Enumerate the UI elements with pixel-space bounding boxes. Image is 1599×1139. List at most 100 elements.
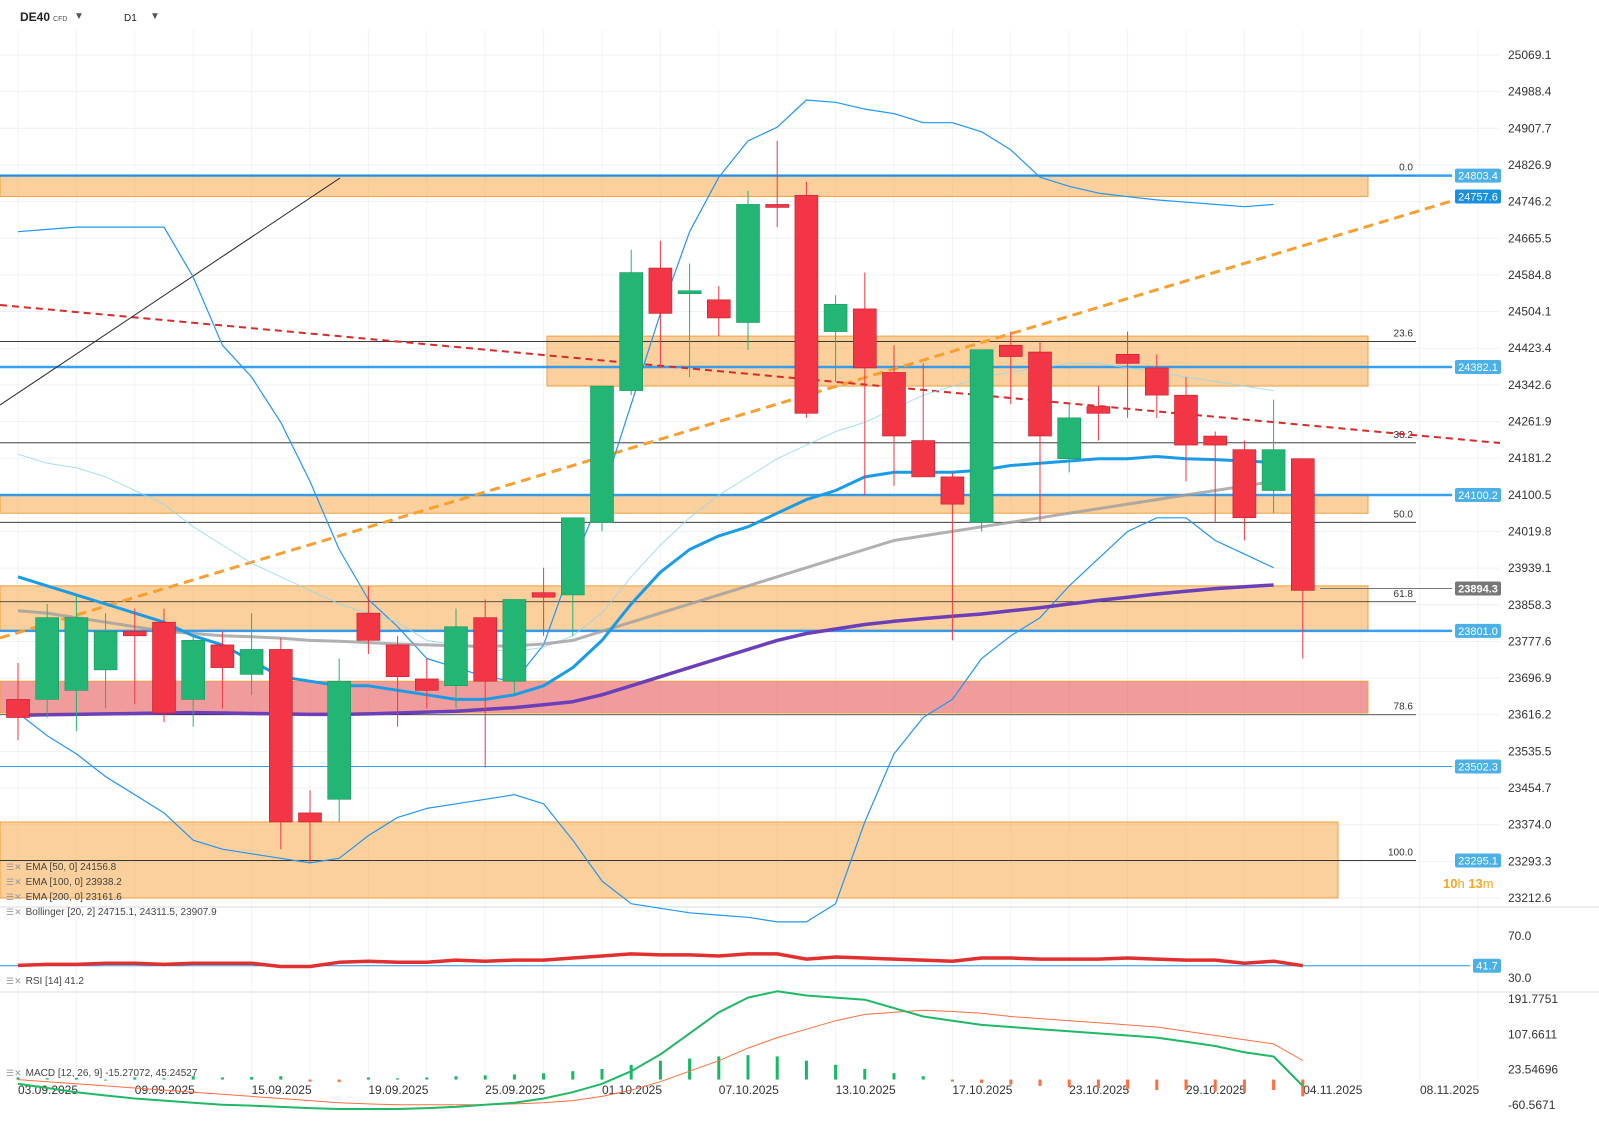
candle: [706, 299, 731, 319]
legend-rsi[interactable]: ☰✕ RSI [14] 41.2: [6, 976, 84, 987]
x-tick-label: 07.10.2025: [719, 1083, 779, 1097]
macd-line: [17, 990, 1304, 1110]
zone-supply-3: [0, 585, 1369, 632]
symbol-tag: CFD: [53, 16, 68, 23]
settings-icon[interactable]: ☰✕: [6, 877, 22, 887]
ema50-line: [17, 455, 1274, 701]
legend-ema50[interactable]: ☰✕ EMA [50, 0] 24156.8: [6, 860, 217, 875]
y-tick-label: 24907.7: [1508, 121, 1552, 135]
settings-icon[interactable]: ☰✕: [6, 1068, 22, 1078]
macd-bar: [366, 1077, 370, 1080]
y-tick-label: 24504.1: [1508, 305, 1552, 319]
caret-down-icon[interactable]: ▼: [150, 11, 160, 22]
candle: [648, 267, 673, 314]
x-tick-label: 13.10.2025: [836, 1083, 896, 1097]
macd-bar: [1155, 1079, 1159, 1091]
price-tag-bg: [1455, 359, 1501, 374]
candle: [1028, 351, 1052, 437]
legend-bollinger-text: Bollinger [20, 2] 24715.1, 24311.5, 2390…: [25, 907, 217, 918]
macd-bar: [220, 1077, 224, 1080]
macd-bar: [658, 1060, 662, 1080]
countdown-hours: 10: [1443, 876, 1458, 891]
macd-tick-label: 23.54696: [1508, 1063, 1558, 1077]
macd-bar: [74, 1077, 78, 1080]
trendline-orange: [0, 198, 1456, 640]
fib-label-23.6: 23.6: [1394, 329, 1414, 340]
caret-down-icon[interactable]: ▼: [74, 11, 84, 22]
candle: [414, 678, 439, 691]
fib-label-100.0: 100.0: [1388, 848, 1413, 859]
macd-bar: [191, 1076, 195, 1080]
rsi-tag-bg: [1473, 958, 1501, 973]
candle: [502, 599, 527, 682]
candle: [1057, 417, 1081, 460]
candle: [1145, 367, 1169, 396]
bollinger-middle-line: [17, 362, 1274, 653]
zone-red-4: [0, 680, 1369, 714]
candle: [852, 308, 877, 369]
macd-bar: [133, 1077, 137, 1080]
macd-tick-label: -60.5671: [1508, 1098, 1556, 1112]
macd-bar: [337, 1079, 341, 1083]
macd-bar: [892, 1073, 896, 1080]
zone-supply-0: [0, 175, 1369, 197]
settings-icon[interactable]: ☰✕: [6, 907, 22, 917]
candle: [998, 344, 1023, 357]
legend-ema100[interactable]: ☰✕ EMA [100, 0] 23938.2: [6, 875, 217, 890]
fib-label-0.0: 0.0: [1399, 163, 1413, 174]
macd-bar: [1184, 1079, 1188, 1091]
macd-bar: [1038, 1079, 1042, 1086]
countdown-h-unit: h: [1457, 876, 1465, 891]
ema100-line: [17, 479, 1274, 648]
candle: [1232, 449, 1257, 519]
y-tick-label: 23212.6: [1508, 891, 1552, 905]
y-tick-label: 24423.4: [1508, 341, 1552, 355]
symbol-name[interactable]: DE40: [20, 10, 51, 24]
settings-icon[interactable]: ☰✕: [6, 892, 22, 902]
macd-bar: [45, 1078, 49, 1080]
zone-supply-1: [546, 335, 1369, 387]
macd-bar: [1067, 1079, 1071, 1088]
candle: [327, 680, 352, 800]
price-tag-bg: [1455, 853, 1501, 868]
timeframe-selector[interactable]: D1: [124, 13, 137, 24]
legend-macd[interactable]: ☰✕ MACD [12, 26, 9] -15.27072, 45.24527: [6, 1068, 197, 1079]
price-tag: 24382.1: [1458, 362, 1498, 374]
price-tag-bg: [1455, 189, 1501, 204]
macd-bar: [688, 1058, 692, 1080]
macd-bar: [308, 1079, 312, 1082]
macd-bar: [454, 1076, 458, 1080]
candle: [1086, 406, 1111, 414]
settings-icon[interactable]: ☰✕: [6, 976, 22, 986]
price-tag-bg: [1455, 581, 1501, 596]
price-tag-bg: [1455, 759, 1501, 774]
y-tick-label: 24584.8: [1508, 268, 1552, 282]
macd-bar: [1213, 1079, 1217, 1092]
zone-supply-5: [0, 821, 1339, 899]
price-tag: 23295.1: [1458, 856, 1498, 868]
macd-bar: [746, 1055, 750, 1080]
legend-bollinger[interactable]: ☰✕ Bollinger [20, 2] 24715.1, 24311.5, 23…: [6, 905, 217, 920]
candle: [882, 372, 906, 437]
y-tick-label: 23696.9: [1508, 671, 1552, 685]
symbol-selector[interactable]: DE40 CFD: [20, 10, 67, 24]
settings-icon[interactable]: ☰✕: [6, 862, 22, 872]
candle: [1115, 353, 1140, 364]
macd-bar: [921, 1076, 925, 1080]
price-tag: 24100.2: [1458, 490, 1498, 502]
y-tick-label: 23939.1: [1508, 561, 1552, 575]
indicator-legend: ☰✕ EMA [50, 0] 24156.8 ☰✕ EMA [100, 0] 239…: [6, 860, 217, 920]
macd-bar: [250, 1077, 254, 1080]
candle: [969, 349, 994, 523]
x-tick-label: 15.09.2025: [252, 1083, 312, 1097]
candle: [444, 626, 468, 687]
x-tick-label: 19.09.2025: [368, 1083, 428, 1097]
macd-bar: [717, 1056, 721, 1080]
candle: [298, 812, 322, 823]
candle: [152, 621, 176, 714]
legend-ema200[interactable]: ☰✕ EMA [200, 0] 23161.6: [6, 890, 217, 905]
y-tick-label: 24261.9: [1508, 415, 1552, 429]
candle: [619, 272, 644, 391]
macd-bar: [863, 1069, 867, 1080]
